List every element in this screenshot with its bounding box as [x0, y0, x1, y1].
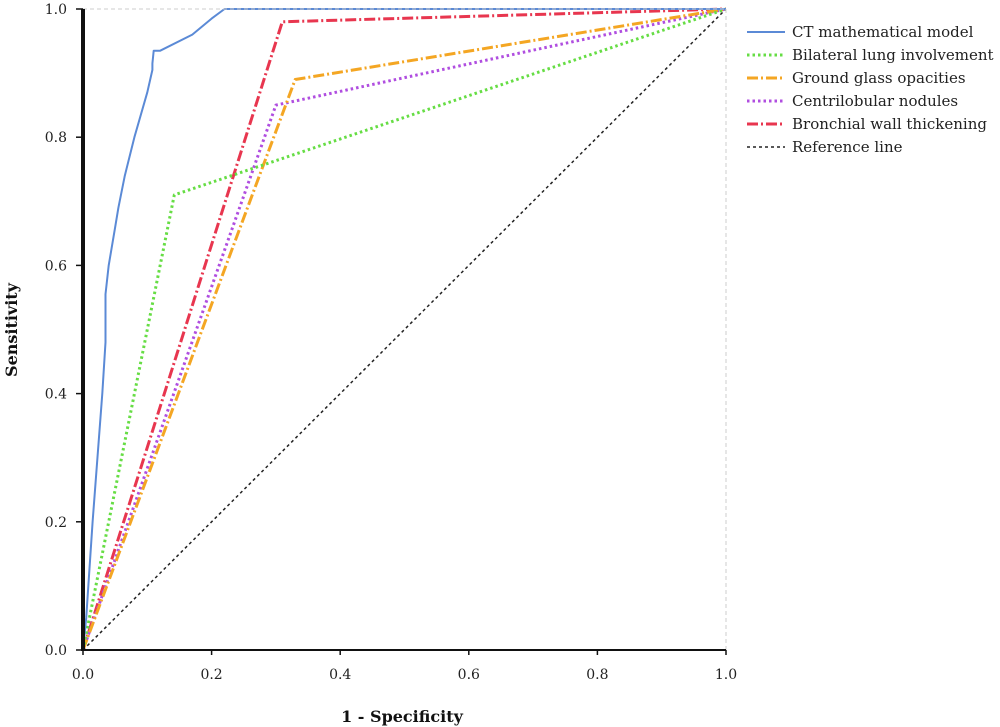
- series-layer: [81, 7, 727, 651]
- legend-label: Reference line: [792, 138, 903, 156]
- x-tick-label: 0.4: [329, 667, 351, 683]
- x-tick-label: 0.6: [458, 667, 480, 683]
- axes-layer: [81, 8, 727, 651]
- series-line-ct-mathematical-model: [82, 8, 726, 651]
- y-tick-label: 0.0: [45, 643, 67, 659]
- legend-label: Ground glass opacities: [792, 69, 966, 87]
- series-line-bilateral-lung-involvement: [81, 7, 727, 651]
- ticks-layer: 0.0 0.2 0.4 0.6 0.8 1.0 0.0 0.2 0.4 0.6 0.8 1.0: [45, 2, 737, 683]
- series-line-reference-line: [82, 8, 727, 651]
- y-tick-label: 0.4: [45, 387, 67, 403]
- x-axis-title: 1 - Specificity: [341, 707, 464, 726]
- y-tick-label: 1.0: [45, 2, 67, 18]
- legend-label: CT mathematical model: [792, 23, 974, 41]
- series-line-ground-glass-opacities: [81, 7, 727, 651]
- x-tick-label: 0.0: [72, 667, 94, 683]
- x-tick-label: 1.0: [715, 667, 737, 683]
- series-line-bronchial-wall-thickening: [81, 7, 727, 651]
- y-tick-label: 0.6: [45, 258, 67, 274]
- x-tick-label: 0.2: [200, 667, 222, 683]
- series-line-centrilobular-nodules: [81, 7, 727, 651]
- legend-label: Centrilobular nodules: [792, 92, 958, 110]
- y-tick-label: 0.2: [45, 515, 67, 531]
- y-axis-title: Sensitivity: [2, 282, 21, 377]
- legend-label: Bronchial wall thickening: [792, 115, 987, 133]
- y-tick-label: 0.8: [45, 130, 67, 146]
- legend: CT mathematical model Bilateral lung invo…: [747, 23, 994, 156]
- legend-label: Bilateral lung involvement: [792, 46, 994, 64]
- x-tick-label: 0.8: [586, 667, 608, 683]
